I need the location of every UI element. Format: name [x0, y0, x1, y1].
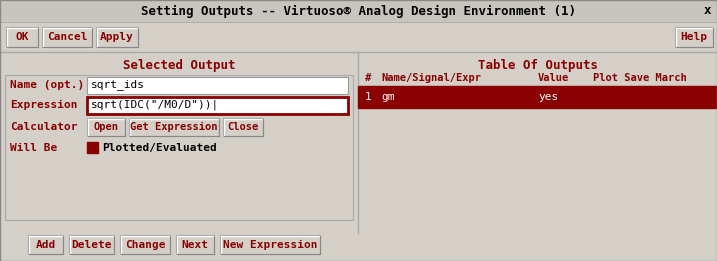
- Bar: [675, 27, 713, 47]
- Bar: [87, 142, 98, 153]
- Bar: [87, 97, 348, 114]
- Bar: [220, 235, 320, 254]
- Text: Help: Help: [680, 32, 708, 42]
- Text: Get Expression: Get Expression: [130, 122, 218, 132]
- Bar: [69, 235, 114, 254]
- Bar: [87, 118, 125, 136]
- Text: Value: Value: [538, 73, 569, 83]
- Text: sqrt_ids: sqrt_ids: [91, 80, 145, 91]
- Text: OK: OK: [15, 32, 29, 42]
- Text: Change: Change: [125, 240, 165, 250]
- Text: Calculator: Calculator: [10, 122, 77, 132]
- Bar: [6, 27, 38, 47]
- Text: 1: 1: [365, 92, 371, 102]
- Bar: [358, 86, 717, 108]
- Text: Table Of Outputs: Table Of Outputs: [478, 60, 597, 73]
- Text: Expression: Expression: [10, 100, 77, 110]
- Text: yes: yes: [538, 92, 559, 102]
- Text: Delete: Delete: [71, 240, 112, 250]
- Text: x: x: [703, 4, 711, 17]
- Bar: [129, 118, 219, 136]
- Text: Cancel: Cancel: [47, 32, 87, 42]
- Bar: [176, 235, 214, 254]
- Text: sqrt(IDC("/M0/D"))|: sqrt(IDC("/M0/D"))|: [91, 100, 219, 110]
- Bar: [87, 77, 348, 94]
- Bar: [28, 235, 63, 254]
- Bar: [223, 118, 263, 136]
- Bar: [5, 75, 353, 220]
- Text: Will Be: Will Be: [10, 143, 57, 153]
- Text: gm: gm: [381, 92, 394, 102]
- Bar: [0, 22, 717, 52]
- Text: Name (opt.): Name (opt.): [10, 80, 85, 90]
- Text: Next: Next: [181, 240, 209, 250]
- Text: Add: Add: [35, 240, 56, 250]
- Text: Selected Output: Selected Output: [123, 60, 235, 73]
- Text: New Expression: New Expression: [223, 240, 317, 250]
- Text: #: #: [365, 73, 371, 83]
- Text: Open: Open: [93, 122, 118, 132]
- Bar: [120, 235, 170, 254]
- Bar: [96, 27, 138, 47]
- Bar: [42, 27, 92, 47]
- Text: Name/Signal/Expr: Name/Signal/Expr: [381, 73, 481, 83]
- Text: Plot Save March: Plot Save March: [593, 73, 687, 83]
- Text: Plotted/Evaluated: Plotted/Evaluated: [102, 143, 217, 153]
- Text: Close: Close: [227, 122, 259, 132]
- Bar: [0, 0, 717, 22]
- Text: Apply: Apply: [100, 32, 134, 42]
- Text: Setting Outputs -- Virtuoso® Analog Design Environment (1): Setting Outputs -- Virtuoso® Analog Desi…: [141, 4, 576, 17]
